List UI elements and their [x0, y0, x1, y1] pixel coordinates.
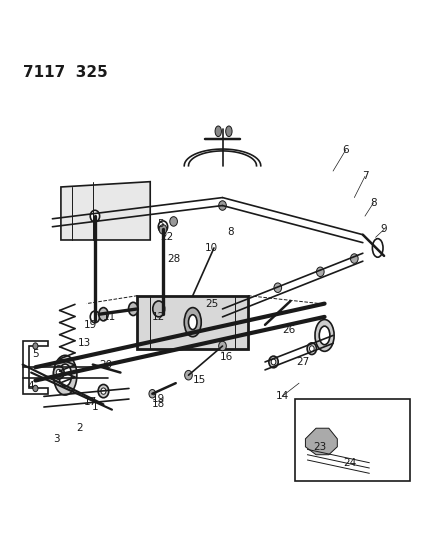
Polygon shape	[306, 428, 337, 455]
Text: 28: 28	[167, 254, 180, 263]
Ellipse shape	[59, 364, 71, 386]
Polygon shape	[137, 296, 248, 349]
Text: 15: 15	[193, 375, 206, 385]
Text: 19: 19	[152, 394, 165, 404]
Text: 5: 5	[158, 219, 164, 229]
Ellipse shape	[54, 366, 64, 379]
Text: 12: 12	[152, 312, 165, 322]
Ellipse shape	[158, 221, 168, 232]
Ellipse shape	[184, 370, 192, 380]
Text: 13: 13	[78, 338, 91, 349]
Text: 8: 8	[370, 198, 377, 208]
Ellipse shape	[56, 369, 61, 376]
Ellipse shape	[319, 326, 330, 345]
Ellipse shape	[184, 308, 201, 337]
Ellipse shape	[128, 302, 138, 316]
Ellipse shape	[307, 343, 316, 354]
Text: 22: 22	[160, 232, 174, 243]
Text: 1: 1	[92, 402, 98, 412]
Text: 7117  325: 7117 325	[23, 65, 107, 80]
Ellipse shape	[153, 301, 165, 317]
Polygon shape	[61, 182, 150, 240]
Text: 6: 6	[342, 145, 349, 155]
Polygon shape	[23, 341, 48, 394]
Text: 3: 3	[54, 434, 60, 444]
Ellipse shape	[33, 385, 38, 392]
Ellipse shape	[219, 201, 226, 211]
Ellipse shape	[54, 356, 77, 395]
Text: 8: 8	[228, 227, 234, 237]
Ellipse shape	[316, 267, 324, 277]
Bar	[295, 399, 410, 481]
Text: 10: 10	[205, 243, 218, 253]
Text: 18: 18	[152, 399, 165, 409]
Ellipse shape	[351, 254, 358, 263]
Text: 4: 4	[28, 381, 35, 391]
Ellipse shape	[215, 126, 221, 136]
Ellipse shape	[232, 299, 239, 309]
Text: 17: 17	[84, 397, 97, 407]
Ellipse shape	[159, 224, 167, 234]
Text: 5: 5	[32, 349, 39, 359]
Ellipse shape	[90, 311, 100, 322]
Ellipse shape	[90, 211, 100, 222]
Ellipse shape	[219, 341, 226, 351]
Ellipse shape	[149, 390, 156, 398]
Ellipse shape	[269, 356, 278, 368]
Ellipse shape	[101, 388, 106, 394]
Ellipse shape	[98, 384, 109, 398]
Ellipse shape	[188, 315, 197, 329]
Text: 2: 2	[77, 423, 83, 433]
Ellipse shape	[372, 239, 383, 257]
Text: 19: 19	[84, 320, 97, 330]
Text: 16: 16	[220, 352, 233, 361]
Text: 9: 9	[381, 224, 387, 235]
Ellipse shape	[33, 343, 38, 349]
Text: 23: 23	[314, 442, 327, 452]
Text: 11: 11	[103, 312, 116, 322]
Text: 7: 7	[362, 172, 368, 181]
Ellipse shape	[315, 319, 334, 351]
Ellipse shape	[226, 126, 232, 136]
Text: 25: 25	[205, 298, 219, 309]
Ellipse shape	[309, 346, 314, 352]
Ellipse shape	[274, 283, 282, 293]
Text: 14: 14	[275, 391, 288, 401]
Ellipse shape	[158, 306, 168, 317]
Text: 26: 26	[282, 325, 295, 335]
Text: 27: 27	[297, 357, 310, 367]
Ellipse shape	[170, 216, 178, 226]
Ellipse shape	[99, 308, 108, 321]
Ellipse shape	[271, 359, 276, 365]
Text: 24: 24	[343, 458, 357, 467]
Text: 20: 20	[99, 360, 112, 369]
